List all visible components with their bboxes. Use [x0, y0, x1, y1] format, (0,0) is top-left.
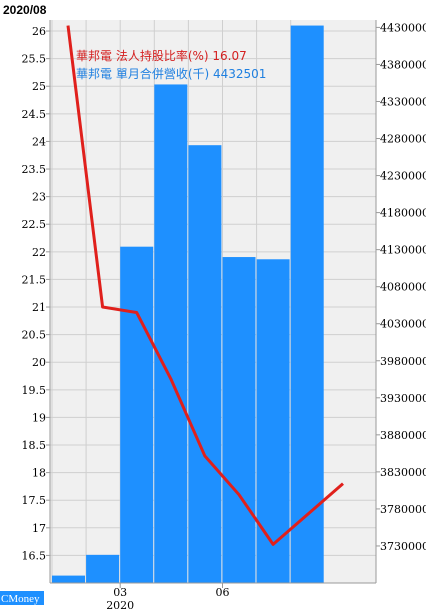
left-tick-label: 25 [32, 80, 46, 93]
x-axis-ticks: 03 06 2020 [106, 583, 230, 612]
right-tick-label: 3880000 [380, 429, 426, 442]
right-tick-label: 4080000 [380, 281, 426, 294]
x-tick-label: 03 [113, 586, 127, 599]
left-tick-label: 19 [32, 411, 46, 424]
left-tick-label: 17.5 [22, 494, 47, 507]
left-tick-label: 21 [32, 301, 46, 314]
left-tick-label: 17 [32, 522, 46, 535]
right-tick-label: 4330000 [380, 95, 426, 108]
right-tick-label: 3980000 [380, 355, 426, 368]
right-axis-ticks: 3730000 3780000 3830000 3880000 3930000 39800… [376, 21, 426, 553]
revenue-bar [120, 246, 154, 583]
left-tick-label: 21.5 [22, 273, 47, 286]
right-tick-label: 3930000 [380, 392, 426, 405]
revenue-bar [154, 84, 188, 584]
left-tick-label: 16.5 [22, 549, 47, 562]
left-axis-ticks: 16.5 17 17.5 18 18.5 19 19.5 20 20.5 21 21.5 22 22.5… [22, 25, 50, 562]
revenue-bar [222, 257, 256, 583]
left-tick-label: 20 [32, 356, 46, 369]
left-tick-label: 23.5 [22, 163, 47, 176]
right-tick-label: 4130000 [380, 244, 426, 257]
right-tick-label: 4030000 [380, 318, 426, 331]
left-tick-label: 18.5 [22, 439, 47, 452]
left-tick-label: 25.5 [22, 53, 47, 66]
left-tick-label: 23 [32, 191, 46, 204]
holding-ratio-polyline [66, 25, 344, 546]
right-tick-label: 4180000 [380, 207, 426, 220]
right-tick-label: 3780000 [380, 503, 426, 516]
left-tick-label: 24.5 [22, 108, 47, 121]
left-tick-label: 24 [32, 135, 46, 148]
revenue-bar [188, 145, 222, 583]
left-tick-label: 22.5 [22, 218, 47, 231]
revenue-bars [52, 25, 324, 584]
x-year-label: 2020 [106, 599, 134, 612]
right-tick-label: 3830000 [380, 466, 426, 479]
revenue-bar [290, 25, 324, 584]
date-label: 2020/08 [3, 3, 47, 17]
right-tick-label: 4380000 [380, 58, 426, 71]
watermark-bg [0, 591, 44, 605]
left-tick-label: 20.5 [22, 329, 47, 342]
x-tick-label: 06 [216, 586, 230, 599]
watermark: CMoney [1, 593, 40, 605]
left-tick-label: 26 [32, 25, 46, 38]
right-tick-label: 4230000 [380, 170, 426, 183]
right-tick-label: 4280000 [380, 133, 426, 146]
revenue-bar [52, 575, 85, 583]
legend-monthly-revenue: 華邦電 單月合併營收(千) 4432501 [76, 66, 266, 81]
left-tick-label: 18 [32, 467, 46, 480]
left-tick-label: 22 [32, 246, 46, 259]
right-tick-label: 4430000 [380, 21, 426, 34]
left-tick-label: 19.5 [22, 384, 47, 397]
holding-ratio-line [66, 25, 344, 546]
right-tick-label: 3730000 [380, 540, 426, 553]
revenue-bar [86, 554, 120, 583]
legend-holding-ratio: 華邦電 法人持股比率(%) 16.07 [76, 48, 247, 63]
